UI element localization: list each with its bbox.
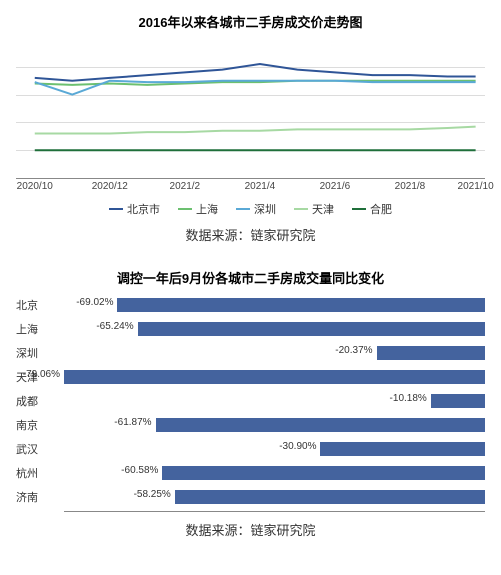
bar-chart-axis [64,511,485,512]
series-line [35,64,476,81]
bar-fill [64,370,485,384]
bar-fill [320,442,485,456]
legend-item: 天津 [294,201,334,217]
bar-fill [377,346,485,360]
bar-value-label: -30.90% [279,441,316,452]
bar-track: -79.06% [64,370,485,384]
legend-label: 合肥 [370,201,392,217]
bar-chart-block: 调控一年后9月份各城市二手房成交量同比变化 北京 -69.02% 上海 -65.24%… [16,268,485,539]
bar-chart-plot: 北京-69.02%上海-65.24%深圳-20.37%天津-79.06%成都-1… [16,295,485,507]
legend-item: 上海 [178,201,218,217]
bar-city-label: 杭州 [16,465,64,481]
bar-track: -30.90% [64,442,485,456]
x-tick-label: 2020/12 [92,181,128,192]
bar-row: 武汉 -30.90% [16,439,485,459]
line-chart-block: 2016年以来各城市二手房成交价走势图 2020/10 2020/12 2021/2… [16,12,485,244]
bar-value-label: -58.25% [134,489,171,500]
legend-item: 北京市 [109,201,160,217]
series-line [35,127,476,134]
bar-value-label: -65.24% [96,321,133,332]
legend-swatch [352,208,366,210]
bar-value-label: -20.37% [335,345,372,356]
bar-row: 天津-79.06% [16,367,485,387]
x-tick-label: 2021/10 [458,181,494,192]
bar-track: -65.24% [64,322,485,336]
bar-fill [138,322,485,336]
bar-city-label: 济南 [16,489,64,505]
line-chart-plot [16,39,485,179]
x-tick-label: 2021/2 [170,181,201,192]
line-chart-svg [16,39,485,178]
x-tick-label: 2021/8 [395,181,426,192]
bar-fill [117,298,485,312]
line-chart-source: 数据来源：链家研究院 [16,225,485,244]
bar-row: 杭州 -60.58% [16,463,485,483]
legend-swatch [236,208,250,210]
bar-city-label: 南京 [16,417,64,433]
bar-value-label: -69.02% [76,297,113,308]
bar-city-label: 北京 [16,297,64,313]
bar-city-label: 上海 [16,321,64,337]
bar-row: 成都 -10.18% [16,391,485,411]
bar-city-label: 武汉 [16,441,64,457]
legend-item: 深圳 [236,201,276,217]
bar-track: -60.58% [64,466,485,480]
bar-city-label: 天津 [16,369,64,385]
bar-value-label: -60.58% [121,465,158,476]
bar-track: -69.02% [64,298,485,312]
legend-swatch [109,208,123,210]
legend-label: 上海 [196,201,218,217]
bar-city-label: 成都 [16,393,64,409]
bar-track: -10.18% [64,394,485,408]
bar-value-label: -61.87% [114,417,151,428]
x-tick-label: 2020/10 [17,181,53,192]
legend-swatch [178,208,192,210]
bar-row: 济南 -58.25% [16,487,485,507]
legend-item: 合肥 [352,201,392,217]
bar-fill [431,394,485,408]
bar-row: 北京 -69.02% [16,295,485,315]
bar-value-label: -10.18% [390,393,427,404]
bar-row: 南京 -61.87% [16,415,485,435]
bar-chart-title: 调控一年后9月份各城市二手房成交量同比变化 [16,268,485,287]
x-tick-label: 2021/6 [320,181,351,192]
bar-fill [156,418,485,432]
bar-row: 上海 -65.24% [16,319,485,339]
bar-city-label: 深圳 [16,345,64,361]
legend-label: 北京市 [127,201,160,217]
bar-fill [175,490,485,504]
bar-row: 深圳 -20.37% [16,343,485,363]
line-chart-title: 2016年以来各城市二手房成交价走势图 [16,12,485,31]
bar-fill [162,466,485,480]
bar-track: -61.87% [64,418,485,432]
bar-track: -58.25% [64,490,485,504]
line-chart-x-axis: 2020/102020/122021/22021/42021/62021/820… [16,179,485,197]
x-tick-label: 2021/4 [245,181,276,192]
legend-swatch [294,208,308,210]
bar-chart-source: 数据来源：链家研究院 [16,520,485,539]
line-chart-legend: 北京市 上海 深圳 天津 合肥 [16,201,485,217]
legend-label: 深圳 [254,201,276,217]
bar-track: -20.37% [64,346,485,360]
legend-label: 天津 [312,201,334,217]
